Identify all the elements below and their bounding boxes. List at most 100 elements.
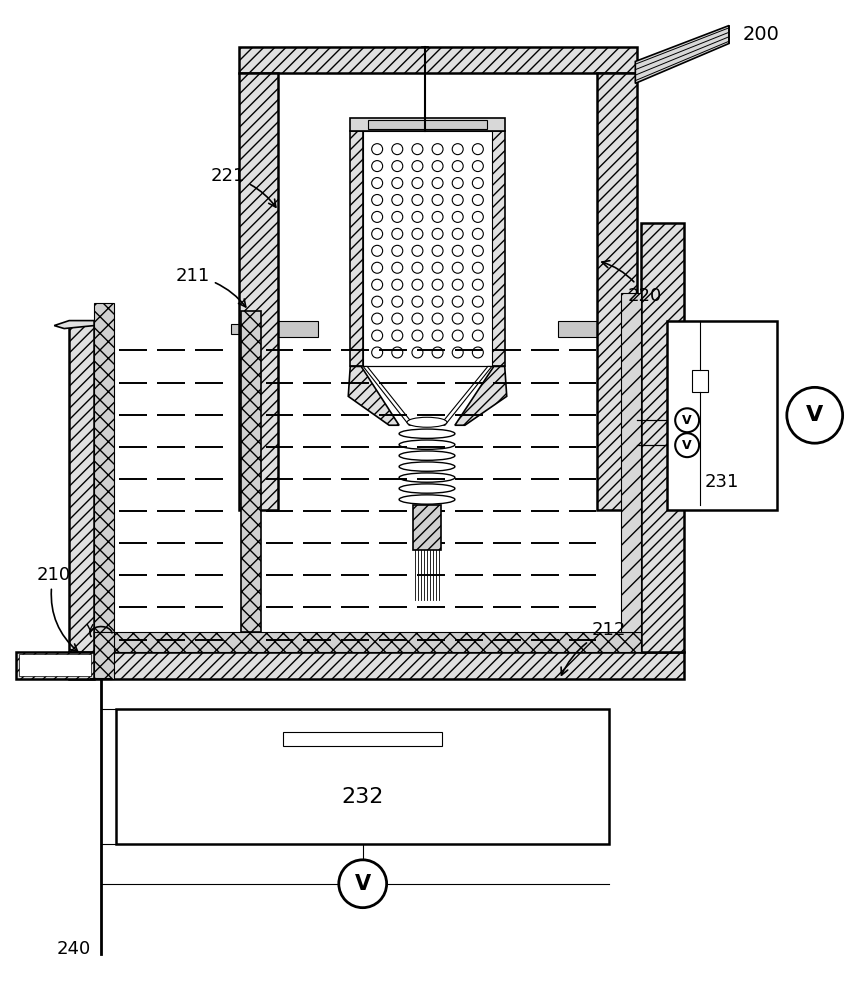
Circle shape xyxy=(432,228,443,239)
Bar xyxy=(363,131,491,366)
Bar xyxy=(368,120,486,129)
Circle shape xyxy=(392,296,403,307)
Circle shape xyxy=(452,330,462,341)
Circle shape xyxy=(452,245,462,256)
Text: 221: 221 xyxy=(211,167,276,207)
Circle shape xyxy=(411,296,422,307)
Bar xyxy=(116,709,609,844)
Circle shape xyxy=(371,313,382,324)
Text: 232: 232 xyxy=(341,787,384,807)
Circle shape xyxy=(392,347,403,358)
Circle shape xyxy=(472,194,483,205)
Polygon shape xyxy=(455,366,506,425)
Bar xyxy=(350,131,363,366)
Circle shape xyxy=(411,194,422,205)
Circle shape xyxy=(392,330,403,341)
Circle shape xyxy=(432,262,443,273)
Circle shape xyxy=(392,194,403,205)
Bar xyxy=(350,118,504,131)
Circle shape xyxy=(452,279,462,290)
Circle shape xyxy=(411,178,422,189)
Circle shape xyxy=(432,161,443,172)
Circle shape xyxy=(432,211,443,222)
Ellipse shape xyxy=(407,417,446,427)
Text: V: V xyxy=(354,874,370,894)
Circle shape xyxy=(411,330,422,341)
Circle shape xyxy=(371,211,382,222)
Bar xyxy=(20,654,91,676)
Bar xyxy=(94,632,641,652)
Bar xyxy=(691,370,707,392)
Circle shape xyxy=(452,296,462,307)
Circle shape xyxy=(411,161,422,172)
Circle shape xyxy=(411,313,422,324)
Bar xyxy=(69,652,683,679)
Circle shape xyxy=(371,144,382,155)
Polygon shape xyxy=(439,366,491,425)
Bar xyxy=(16,652,94,679)
Polygon shape xyxy=(363,366,414,425)
Bar xyxy=(633,324,645,334)
Bar xyxy=(282,732,442,746)
Circle shape xyxy=(452,211,462,222)
Circle shape xyxy=(371,347,382,358)
Circle shape xyxy=(411,347,422,358)
Circle shape xyxy=(371,262,382,273)
Circle shape xyxy=(392,262,403,273)
Circle shape xyxy=(452,228,462,239)
Circle shape xyxy=(472,279,483,290)
Bar xyxy=(621,293,641,632)
Circle shape xyxy=(392,211,403,222)
Text: 211: 211 xyxy=(176,267,246,307)
Circle shape xyxy=(472,211,483,222)
Circle shape xyxy=(392,228,403,239)
Circle shape xyxy=(411,228,422,239)
Circle shape xyxy=(472,313,483,324)
Circle shape xyxy=(432,279,443,290)
Circle shape xyxy=(452,313,462,324)
Circle shape xyxy=(472,330,483,341)
Circle shape xyxy=(472,161,483,172)
Bar xyxy=(641,223,683,652)
Circle shape xyxy=(411,262,422,273)
Circle shape xyxy=(432,330,443,341)
Circle shape xyxy=(432,296,443,307)
Circle shape xyxy=(411,245,422,256)
Bar xyxy=(278,321,318,337)
Bar xyxy=(491,131,504,366)
Bar xyxy=(94,632,114,679)
Circle shape xyxy=(472,245,483,256)
Circle shape xyxy=(675,433,699,457)
Bar xyxy=(241,311,260,632)
Text: 210: 210 xyxy=(36,566,78,651)
Circle shape xyxy=(392,279,403,290)
Circle shape xyxy=(432,347,443,358)
Circle shape xyxy=(432,144,443,155)
Circle shape xyxy=(452,262,462,273)
Circle shape xyxy=(411,211,422,222)
Bar xyxy=(413,505,440,550)
Bar xyxy=(230,324,242,334)
Circle shape xyxy=(371,296,382,307)
Circle shape xyxy=(371,330,382,341)
Circle shape xyxy=(371,245,382,256)
Polygon shape xyxy=(54,321,94,329)
Circle shape xyxy=(472,228,483,239)
Circle shape xyxy=(452,161,462,172)
Bar xyxy=(94,303,114,632)
Circle shape xyxy=(472,144,483,155)
Circle shape xyxy=(675,408,699,432)
Circle shape xyxy=(371,161,382,172)
Circle shape xyxy=(432,194,443,205)
Circle shape xyxy=(371,279,382,290)
Circle shape xyxy=(786,387,842,443)
Circle shape xyxy=(472,178,483,189)
Polygon shape xyxy=(635,26,728,83)
Circle shape xyxy=(472,296,483,307)
Bar xyxy=(69,321,94,652)
Circle shape xyxy=(392,245,403,256)
Polygon shape xyxy=(348,366,398,425)
Circle shape xyxy=(452,144,462,155)
Text: 200: 200 xyxy=(742,25,779,44)
Text: 212: 212 xyxy=(560,621,625,675)
